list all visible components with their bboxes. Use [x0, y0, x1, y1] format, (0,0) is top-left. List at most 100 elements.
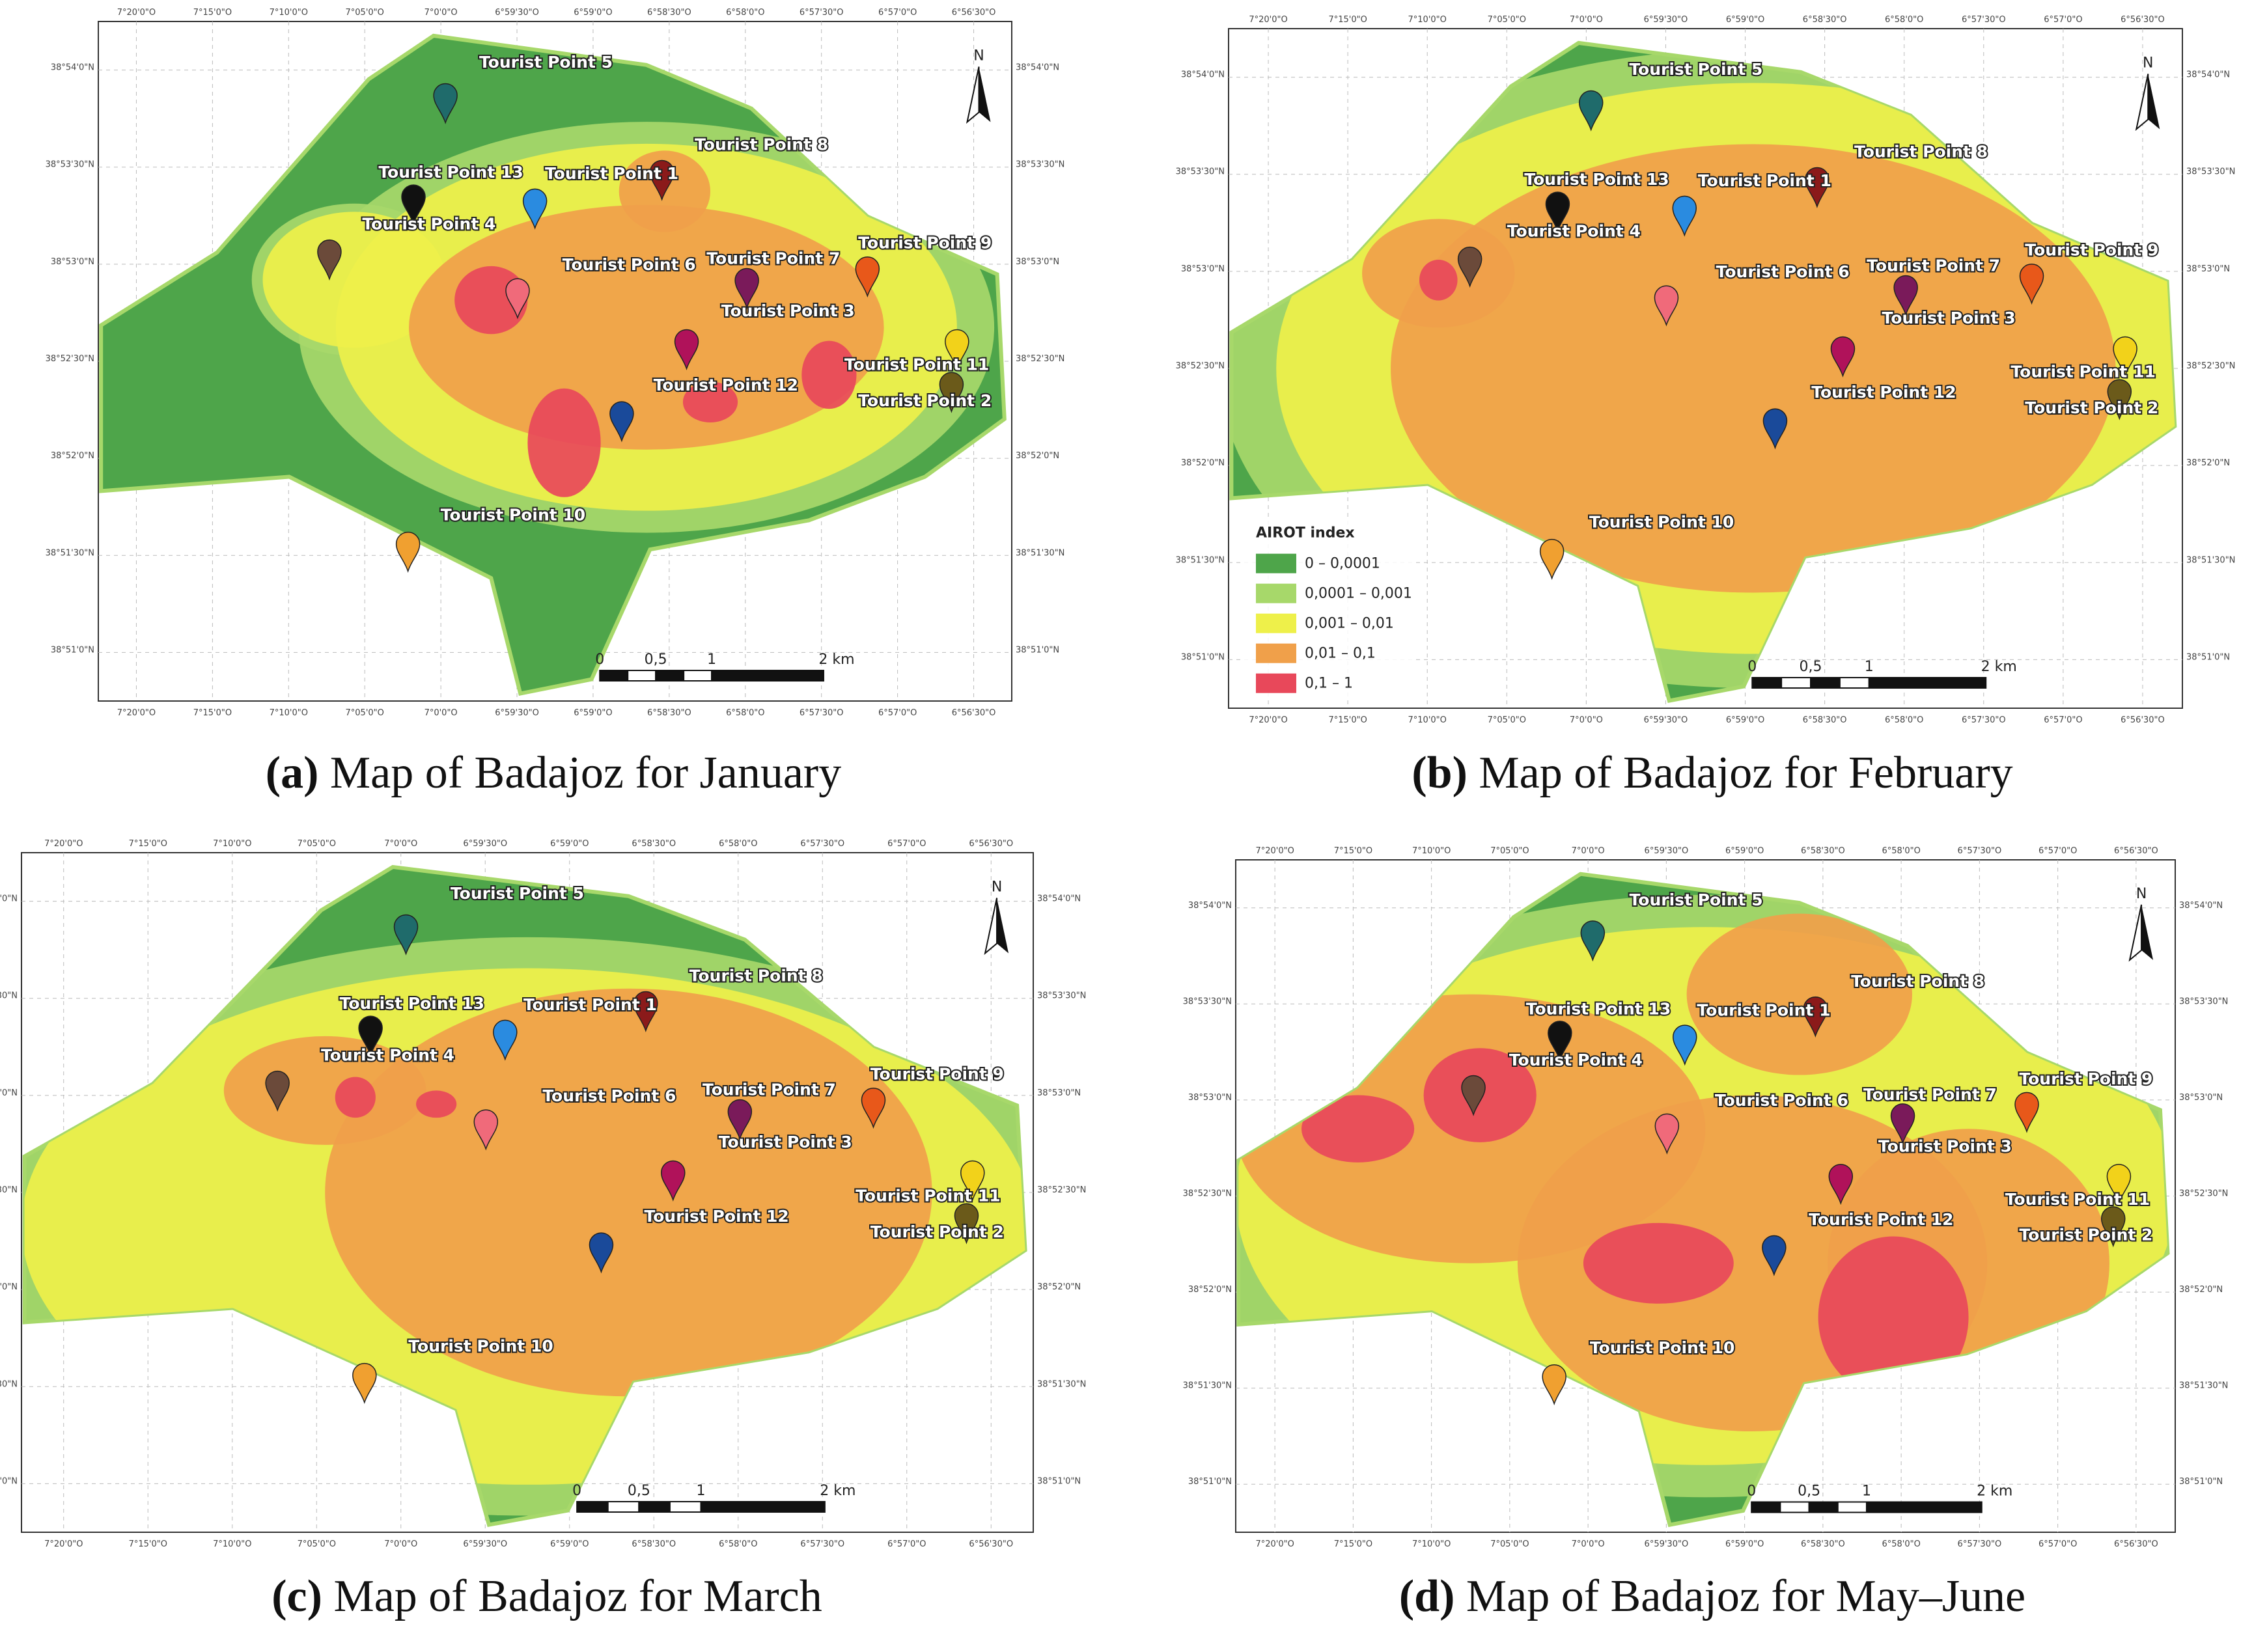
pin-marker [505, 278, 530, 320]
pin-marker [1672, 195, 1697, 237]
scale-bar-label: 0 [595, 652, 604, 668]
pin-marker [1457, 246, 1482, 288]
longitude-label: 7°20'0"O [1255, 846, 1294, 856]
longitude-label: 7°0'0"O [1570, 15, 1603, 25]
caption-text: Map of Badajoz for January [330, 748, 841, 798]
scale-bar-label: 1 [697, 1483, 706, 1499]
pin-marker [493, 1019, 518, 1061]
tourist-point-label: Tourist Point 10 [1590, 1338, 1734, 1357]
longitude-label: 6°59'0"O [1725, 846, 1764, 856]
pin-marker [265, 1070, 290, 1112]
scale-bar-label: 0 [572, 1483, 581, 1499]
tourist-point-label: Tourist Point 5 [1629, 60, 1762, 79]
scale-bar-segment [711, 670, 824, 682]
pin-marker [1803, 996, 1828, 1038]
airot-zone [262, 212, 446, 348]
longitude-label: 6°58'0"O [726, 708, 764, 718]
longitude-label: 6°59'0"O [1726, 715, 1764, 725]
tourist-point-label: Tourist Point 8 [695, 135, 828, 154]
longitude-label: 6°57'30"O [1958, 846, 2002, 856]
airot-zone [1686, 913, 1912, 1075]
scale-bar-label: 2 km [818, 652, 854, 668]
latitude-label: 38°52'30"N [1037, 1185, 1086, 1195]
latitude-label: 38°53'30"N [2186, 167, 2235, 177]
pin-marker [661, 1160, 686, 1202]
pin-marker [2113, 336, 2137, 378]
tourist-point-label: Tourist Point 3 [719, 1133, 852, 1151]
longitude-label: 7°0'0"O [384, 839, 417, 849]
north-arrow [2128, 904, 2143, 962]
pin-marker [1672, 1025, 1697, 1066]
pin-marker [393, 914, 419, 956]
longitude-label: 6°56'30"O [969, 1539, 1013, 1549]
longitude-label: 6°58'30"O [632, 839, 676, 849]
latitude-label: 38°52'30"N [0, 1185, 18, 1195]
airot-zone [325, 988, 932, 1397]
pin-marker [2106, 1164, 2132, 1205]
airot-zone [223, 1036, 426, 1145]
scale-bar-label: 1 [1865, 659, 1874, 675]
pin-marker [358, 1015, 383, 1057]
longitude-label: 7°10'0"O [1408, 15, 1447, 25]
longitude-label: 7°15'0"O [1328, 15, 1367, 25]
pin-marker [1539, 538, 1565, 580]
scale-bar-segment [627, 670, 657, 682]
latitude-label: 38°51'30"N [1183, 1381, 1232, 1391]
latitude-label: 38°53'0"N [1181, 264, 1225, 274]
longitude-label: 7°15'0"O [1334, 846, 1372, 856]
pin-marker [2107, 379, 2132, 420]
latitude-label: 38°53'0"N [1016, 257, 1059, 267]
latitude-label: 38°51'30"N [1176, 555, 1225, 565]
longitude-label: 6°59'0"O [574, 708, 612, 718]
longitude-label: 7°20'0"O [117, 8, 156, 18]
longitude-label: 7°0'0"O [1572, 1539, 1605, 1549]
longitude-label: 6°57'30"O [1962, 715, 2006, 725]
pin-marker [395, 531, 421, 573]
pin-marker [674, 329, 699, 370]
scale-bar-segment [700, 1501, 826, 1513]
scale-bar-label: 0,5 [1800, 659, 1822, 675]
latitude-label: 38°53'30"N [1176, 167, 1225, 177]
map-panel: 7°20'0"O 7°20'0"O 7°15'0"O 7°15'0"O 7°10'0"O… [46, 8, 1065, 718]
longitude-label: 6°58'30"O [1801, 846, 1845, 856]
longitude-label: 6°58'30"O [647, 708, 691, 718]
latitude-label: 38°53'0"N [1188, 1093, 1232, 1103]
scale-bar-segment [1751, 677, 1783, 689]
longitude-label: 6°57'0"O [887, 839, 926, 849]
longitude-label: 7°10'0"O [270, 708, 308, 718]
pin-marker [1893, 275, 1918, 316]
scale-bar-label: 0 [1747, 1483, 1756, 1500]
airot-zone [1301, 1095, 1415, 1163]
tourist-point-label: Tourist Point 11 [2005, 1190, 2150, 1209]
pin-marker [2014, 1092, 2039, 1133]
longitude-label: 6°57'30"O [800, 1539, 844, 1549]
tourist-point-label: Tourist Point 4 [1509, 1051, 1643, 1069]
latitude-label: 38°53'0"N [1037, 1088, 1081, 1098]
panel-letter: (c) [271, 1571, 322, 1621]
scale-bar-segment [576, 1501, 609, 1513]
scale-bar-label: 0,5 [628, 1483, 650, 1499]
legend-swatch [1255, 613, 1296, 633]
tourist-point-label: Tourist Point 1 [545, 164, 678, 183]
longitude-label: 7°0'0"O [1572, 846, 1605, 856]
scale-bar-segment [1839, 677, 1870, 689]
tourist-point-label: Tourist Point 2 [870, 1222, 1004, 1241]
latitude-label: 38°53'30"N [1183, 997, 1232, 1006]
longitude-label: 7°10'0"O [213, 1539, 251, 1549]
scale-bar-segment [683, 670, 713, 682]
latitude-label: 38°52'30"N [2186, 361, 2235, 371]
tourist-point-label: Tourist Point 11 [844, 355, 989, 374]
pin-marker [855, 256, 880, 298]
pin-marker [589, 1232, 614, 1274]
latitude-label: 38°51'0"N [2179, 1477, 2223, 1487]
north-arrow [984, 898, 998, 956]
latitude-label: 38°51'30"N [1037, 1379, 1086, 1389]
panel-letter: (a) [266, 748, 319, 798]
longitude-label: 7°20'0"O [1255, 1539, 1294, 1549]
tourist-point-label: Tourist Point 9 [2025, 241, 2158, 260]
scale-bar-segment [607, 1501, 640, 1513]
longitude-label: 7°05'0"O [1488, 15, 1526, 25]
tourist-point-label: Tourist Point 1 [523, 995, 657, 1014]
north-label: N [2136, 886, 2147, 902]
